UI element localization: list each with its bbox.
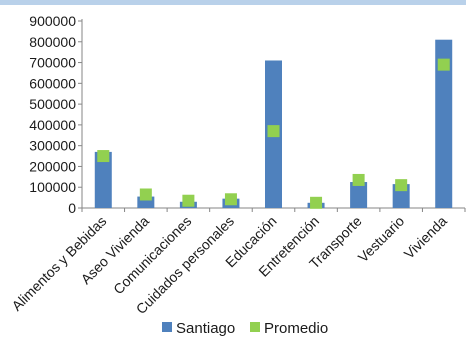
marker-promedio (437, 58, 450, 71)
marker-promedio (224, 193, 237, 206)
y-tick-label: 700000 (29, 55, 76, 71)
marker-promedio (182, 194, 195, 207)
marker-promedio (395, 179, 408, 192)
marker-promedio (310, 196, 323, 209)
marker-promedio (97, 150, 110, 163)
y-tick-label: 400000 (29, 117, 76, 133)
y-tick-label: 0 (68, 200, 76, 216)
promedio-markers (97, 58, 450, 209)
marker-promedio (139, 188, 152, 201)
marker-promedio (352, 173, 365, 186)
y-tick-label: 500000 (29, 96, 76, 112)
bar-santiago (137, 196, 155, 208)
legend: Santiago Promedio (162, 320, 328, 337)
legend-swatch-santiago (162, 322, 172, 332)
legend-label-promedio: Promedio (264, 320, 328, 337)
y-tick-label: 300000 (29, 138, 76, 154)
y-tick-label: 600000 (29, 75, 76, 91)
bar-santiago (94, 151, 112, 208)
y-tick-label: 100000 (29, 179, 76, 195)
legend-swatch-promedio (250, 322, 260, 332)
marker-promedio (267, 125, 280, 138)
y-tick-label: 800000 (29, 34, 76, 50)
x-tick-label: Comunicaciones (110, 213, 194, 297)
legend-label-santiago: Santiago (176, 320, 235, 337)
y-tick-label: 200000 (29, 158, 76, 174)
x-tick-label: Vestuario (355, 213, 408, 266)
y-axis-ticks: 900000 800000 700000 600000 500000 400000 3000… (29, 13, 82, 216)
bar-santiago (350, 182, 368, 208)
y-tick-label: 900000 (29, 13, 76, 29)
top-border-strip (0, 0, 466, 5)
bar-santiago (435, 39, 453, 209)
x-tick-label: Vivienda (401, 213, 450, 262)
